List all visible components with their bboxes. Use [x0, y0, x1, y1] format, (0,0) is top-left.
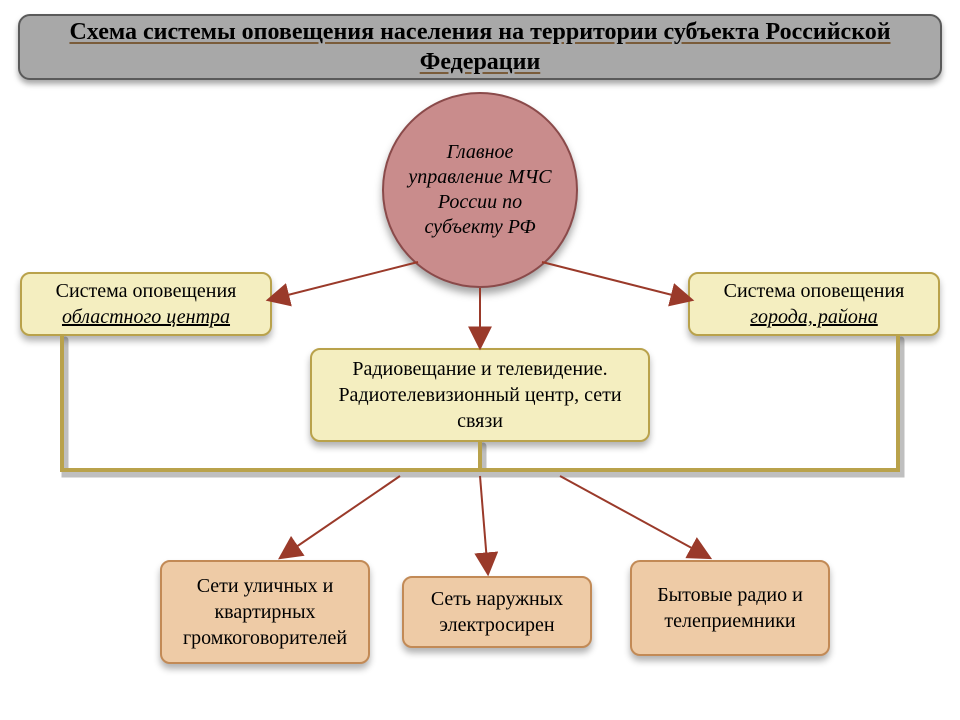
node-receivers: Бытовые радио и телеприемники [630, 560, 830, 656]
node-city-district-line1: Система оповещения [724, 278, 905, 304]
node-sirens: Сеть наружных электросирен [402, 576, 592, 648]
node-loudspeakers-label: Сети уличных и квартирных громкоговорите… [174, 573, 356, 651]
node-regional-center-line2: областного центра [56, 304, 237, 330]
node-broadcast: Радиовещание и телевидение. Радиотелевиз… [310, 348, 650, 442]
diagram-title: Схема системы оповещения населения на те… [18, 14, 942, 80]
node-loudspeakers: Сети уличных и квартирных громкоговорите… [160, 560, 370, 664]
root-node-label: Главное управление МЧС России по субъект… [402, 140, 558, 240]
node-broadcast-label: Радиовещание и телевидение. Радиотелевиз… [324, 356, 636, 434]
diagram-stage: { "canvas": { "width": 960, "height": 72… [0, 0, 960, 720]
node-regional-center: Система оповещения областного центра [20, 272, 272, 336]
node-city-district-line2: города, района [724, 304, 905, 330]
node-regional-center-line1: Система оповещения [56, 278, 237, 304]
node-city-district: Система оповещения города, района [688, 272, 940, 336]
diagram-title-text: Схема системы оповещения населения на те… [38, 17, 922, 77]
node-receivers-label: Бытовые радио и телеприемники [644, 582, 816, 634]
node-sirens-label: Сеть наружных электросирен [416, 586, 578, 638]
root-node: Главное управление МЧС России по субъект… [382, 92, 578, 288]
